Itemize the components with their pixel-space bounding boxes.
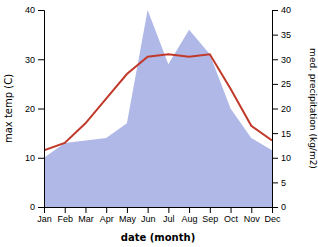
plot-area: JanFebMarAprMayJunJulAugSepOctNovDec0102… (25, 5, 291, 224)
tick-label: May (119, 214, 137, 224)
tick: 10 (25, 153, 44, 163)
tick: Nov (244, 207, 261, 224)
tick: 40 (272, 5, 291, 15)
tick-label: Dec (264, 214, 281, 224)
tick-mark (189, 207, 190, 213)
marks (44, 10, 272, 207)
tick-mark (65, 207, 66, 213)
tick-mark (272, 182, 278, 183)
tick-label: Mar (78, 214, 94, 224)
tick-label: 0 (30, 202, 35, 212)
tick-label: Jun (141, 214, 156, 224)
tick: Feb (57, 207, 73, 224)
tick: Apr (100, 207, 114, 224)
tick-mark (127, 207, 128, 213)
tick-label: 30 (25, 55, 35, 65)
tick-mark (272, 158, 278, 159)
tick-mark (272, 10, 278, 11)
tick-label: 40 (281, 5, 291, 15)
tick-label: Apr (100, 214, 114, 224)
tick-label: 25 (281, 79, 291, 89)
tick-label: Oct (224, 214, 239, 224)
tick-mark (106, 207, 107, 213)
tick-label: Sep (202, 214, 218, 224)
tick-mark (251, 207, 252, 213)
tick: 0 (30, 202, 44, 212)
x-axis-title: date (month) (121, 232, 195, 243)
x-axis: Jan Feb Mar Apr May Jun Jul Aug Sep Oct NovDec (37, 207, 281, 224)
tick: Jul (163, 207, 175, 224)
tick: May (119, 207, 137, 224)
tick: Sep (202, 207, 218, 224)
tick: 30 (272, 55, 291, 65)
tick-mark (272, 207, 278, 208)
y2-axis: 0 5 10 15 20 25 30 35 40 (272, 5, 291, 212)
tick-mark (272, 109, 278, 110)
tick: Dec (264, 207, 281, 224)
tick-label: 5 (281, 178, 286, 188)
tick-mark (38, 59, 44, 60)
tick: Aug (182, 207, 198, 224)
tick: Jan (37, 207, 52, 224)
tick: Mar (78, 207, 94, 224)
y2-axis-title: med. precipitation (kg/m2) (308, 48, 318, 169)
temp-line (44, 54, 272, 150)
tick: 0 (272, 202, 286, 212)
tick: Oct (224, 207, 239, 224)
axis-line (45, 208, 273, 214)
tick: 20 (25, 104, 44, 114)
tick: 25 (272, 79, 291, 89)
tick-label: Feb (57, 214, 73, 224)
tick-label: 20 (25, 104, 35, 114)
tick: 5 (272, 178, 286, 188)
tick-label: 15 (281, 129, 291, 139)
tick: 10 (272, 153, 291, 163)
tick-label: 20 (281, 104, 291, 114)
tick-label: Aug (182, 214, 198, 224)
tick-mark (38, 158, 44, 159)
tick-mark (272, 59, 278, 60)
y-axis: 0 10 20 30 40 (25, 5, 45, 212)
axis-line (38, 11, 45, 208)
tick-label: 30 (281, 55, 291, 65)
tick-label: Jul (163, 214, 175, 224)
tick: 20 (272, 104, 291, 114)
tick-label: 10 (25, 153, 35, 163)
tick-mark (38, 109, 44, 110)
tick-label: 0 (281, 202, 286, 212)
tick-mark (210, 207, 211, 213)
tick-mark (38, 10, 44, 11)
tick-mark (38, 207, 44, 208)
tick: 30 (25, 55, 44, 65)
tick-label: 35 (281, 30, 291, 40)
tick: 40 (25, 5, 44, 15)
y-axis-title: max temp (C) (3, 74, 14, 143)
precip-area (44, 10, 272, 207)
tick-label: Jan (37, 214, 52, 224)
tick: 15 (272, 129, 291, 139)
tick-mark (231, 207, 232, 213)
chart: JanFebMarAprMayJunJulAugSepOctNovDec0102… (0, 0, 318, 247)
tick-label: Nov (244, 214, 261, 224)
tick-mark (272, 35, 278, 36)
tick-mark (272, 84, 278, 85)
axis-line (273, 11, 279, 208)
tick-mark (148, 207, 149, 213)
tick-label: 10 (281, 153, 291, 163)
tick-mark (85, 207, 86, 213)
tick-mark (168, 207, 169, 213)
tick-label: 40 (25, 5, 35, 15)
tick: Jun (141, 207, 156, 224)
tick: 35 (272, 30, 291, 40)
tick-mark (272, 133, 278, 134)
